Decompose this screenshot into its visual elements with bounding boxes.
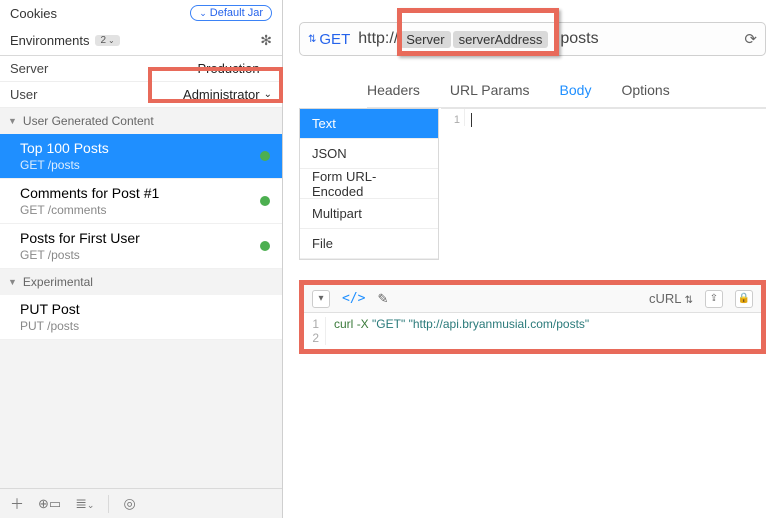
status-dot-icon (260, 151, 270, 161)
group-header[interactable]: ▼ Experimental (0, 269, 282, 295)
collapse-icon[interactable]: ▾ (312, 290, 330, 308)
body-type-item[interactable]: JSON (300, 139, 438, 169)
url-token[interactable]: Server serverAddress (400, 31, 550, 48)
var-row-server: Server Production ⌄ (0, 56, 282, 82)
refresh-icon[interactable]: ⟳ (744, 30, 757, 48)
sidebar-footer: ＋ ⊕▭ ≣⌄ ◎ (0, 488, 282, 518)
body-type-item[interactable]: Text (300, 109, 438, 139)
record-icon[interactable]: ◎ (123, 495, 135, 512)
tab-url-params[interactable]: URL Params (450, 82, 530, 104)
environments-label: Environments (10, 33, 89, 48)
list-icon[interactable]: ≣⌄ (75, 495, 94, 512)
env-vars: Server Production ⌄ User Administrator ⌄ (0, 56, 282, 108)
code-body[interactable]: 1 2 curl -X "GET" "http://api.bryanmusia… (304, 313, 761, 349)
cookies-row: Cookies ⌄ Default Jar (0, 0, 282, 26)
var-value-server[interactable]: Production ⌄ (197, 61, 272, 76)
url-prefix: http:// (358, 30, 398, 48)
group-header[interactable]: ▼ User Generated Content (0, 108, 282, 134)
env-count-badge[interactable]: 2 ⌄ (95, 35, 119, 46)
share-icon[interactable]: ⇪ (705, 290, 723, 308)
gear-icon[interactable]: ✻ (260, 32, 272, 49)
code-lines: curl -X "GET" "http://api.bryanmusial.co… (326, 317, 589, 345)
environments-row: Environments 2 ⌄ ✻ (0, 26, 282, 56)
var-name: User (10, 87, 37, 102)
body-type-item[interactable]: Multipart (300, 199, 438, 229)
status-dot-icon (260, 196, 270, 206)
tab-options[interactable]: Options (621, 82, 669, 104)
triangle-down-icon: ▼ (8, 277, 17, 287)
cookies-label: Cookies (10, 6, 57, 21)
plus-icon[interactable]: ＋ (10, 494, 24, 514)
chevron-down-icon: ⌄ (199, 8, 207, 19)
swap-icon: ⇅ (308, 34, 316, 45)
cursor-icon (471, 113, 472, 127)
method-selector[interactable]: ⇅ GET (308, 31, 350, 48)
main-pane: ⇅ GET http:// Server serverAddress posts… (283, 0, 780, 518)
token-group: Server (400, 31, 450, 48)
request-item[interactable]: Top 100 Posts GET /posts (0, 134, 282, 179)
code-gutter: 1 2 (304, 317, 326, 345)
token-var: serverAddress (453, 31, 549, 48)
var-name: Server (10, 61, 48, 76)
triangle-down-icon: ▼ (8, 116, 17, 126)
chevron-down-icon: ⌄ (264, 63, 272, 74)
chevron-down-icon: ⌄ (108, 36, 115, 45)
body-type-list: Text JSON Form URL-Encoded Multipart Fil… (299, 108, 439, 260)
body-type-item[interactable]: File (300, 229, 438, 259)
tab-body[interactable]: Body (560, 82, 592, 104)
request-tabs: Headers URL Params Body Options (367, 78, 766, 108)
status-dot-icon (260, 241, 270, 251)
pencil-icon[interactable]: ✎ (377, 291, 388, 307)
editor-gutter: 1 (441, 109, 465, 126)
code-generation-panel: ▾ </> ✎ cURL ⇅ ⇪ 🔒 1 2 curl -X "GET" "ht… (299, 280, 766, 354)
request-item[interactable]: PUT Post PUT /posts (0, 295, 282, 340)
request-item[interactable]: Posts for First User GET /posts (0, 224, 282, 269)
language-selector[interactable]: cURL ⇅ (649, 291, 693, 306)
url-suffix: posts (560, 30, 598, 48)
var-row-user: User Administrator ⌄ (0, 82, 282, 108)
request-item[interactable]: Comments for Post #1 GET /comments (0, 179, 282, 224)
chevron-down-icon: ⌄ (264, 89, 272, 100)
tab-headers[interactable]: Headers (367, 82, 420, 104)
body-editor[interactable]: 1 (441, 108, 766, 268)
lock-icon[interactable]: 🔒 (735, 290, 753, 308)
default-jar-button[interactable]: ⌄ Default Jar (190, 5, 272, 21)
url-bar[interactable]: ⇅ GET http:// Server serverAddress posts… (299, 22, 766, 56)
var-value-user[interactable]: Administrator ⌄ (183, 87, 272, 102)
code-toolbar: ▾ </> ✎ cURL ⇅ ⇪ 🔒 (304, 285, 761, 313)
code-icon[interactable]: </> (342, 291, 365, 306)
default-jar-label: Default Jar (210, 7, 263, 19)
body-type-item[interactable]: Form URL-Encoded (300, 169, 438, 199)
folder-add-icon[interactable]: ⊕▭ (38, 496, 61, 512)
sidebar: Cookies ⌄ Default Jar Environments 2 ⌄ ✻… (0, 0, 283, 518)
